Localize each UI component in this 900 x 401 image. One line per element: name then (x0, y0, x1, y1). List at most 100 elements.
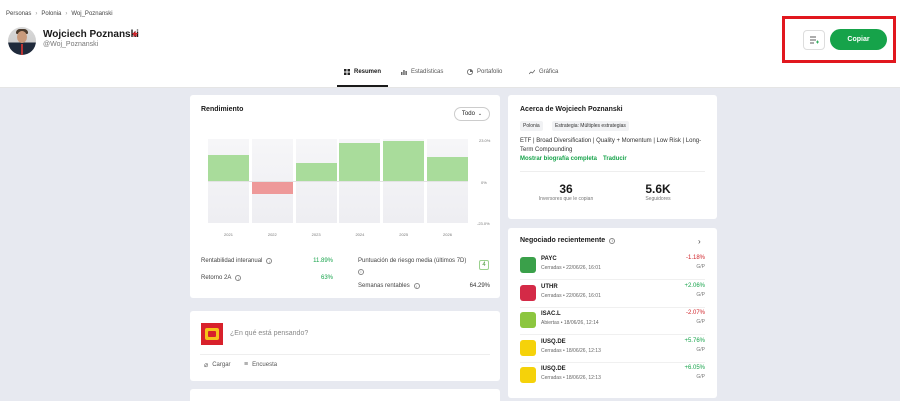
performance-chart (208, 139, 468, 223)
user-handle: @Woj_Poznanski (43, 41, 99, 48)
tab-grafica[interactable]: Gráfica (529, 69, 558, 75)
trade-meta: Abiertas • 18/06/26, 12:14 (541, 320, 599, 326)
bar-chart-icon (401, 70, 407, 75)
stat-profitable-weeks-value: 64.29% (469, 283, 490, 289)
x-tick-label: 2026 (443, 232, 452, 237)
info-icon[interactable]: i (413, 283, 420, 289)
copiers-count: 36 (559, 182, 573, 196)
recent-header: Negociado recientemente i (520, 237, 616, 244)
poll-icon: ≡ (244, 361, 249, 368)
followers-label: Seguidores (645, 196, 671, 202)
post-input[interactable]: ¿En qué está pensando? (230, 330, 309, 337)
trade-gp-label: G/P (696, 291, 705, 298)
breadcrumb-item-user: Woj_Poznanski (71, 11, 113, 17)
stat-profitable-weeks: Semanas rentables i (358, 283, 420, 289)
trade-date: 22/06/26, 16:01 (566, 292, 601, 299)
about-title: Acerca de Wojciech Poznanski (520, 106, 623, 113)
show-bio-link[interactable]: Mostrar biografía completa (520, 156, 598, 162)
tab-resumen[interactable]: Resumen (344, 69, 381, 75)
trade-change: -1.18% (686, 255, 705, 261)
trade-date: 18/06/26, 12:14 (563, 320, 599, 326)
trade-ticker: PAYC (541, 256, 557, 262)
chart-bar-2022[interactable] (251, 181, 293, 194)
upload-button[interactable]: ⌀ Cargar (204, 361, 231, 369)
active-tab-indicator (337, 85, 388, 87)
stat-label: Rentabilidad interanual (201, 258, 263, 264)
trade-ticker: IUSQ.DE (541, 338, 566, 345)
chart-zero-line (208, 181, 468, 182)
stat-risk-score: Puntuación de riesgo media (últimos 7D) … (358, 257, 476, 275)
copy-button[interactable]: Copiar (830, 29, 887, 50)
trade-change-value: +6.05% (684, 365, 705, 371)
trade-status: Cerradas (541, 292, 562, 299)
trade-gp-label: G/P (696, 319, 705, 325)
x-tick-label: 2024 (355, 232, 365, 237)
breadcrumb-item-personas[interactable]: Personas (6, 11, 32, 17)
stat-2y-return: Retorno 2A i (201, 275, 242, 281)
chart-bar-2026[interactable] (427, 157, 468, 181)
poll-label: Encuesta (252, 361, 278, 368)
poll-button[interactable]: ≡ Encuesta (244, 361, 277, 368)
info-icon[interactable]: i (358, 269, 364, 275)
user-post-avatar (201, 323, 223, 345)
chart-bar-2025[interactable] (383, 140, 425, 181)
trade-date: 18/06/26, 12:13 (566, 375, 601, 381)
y-tick-label: 23.0% (479, 138, 491, 143)
divider (520, 171, 705, 172)
trade-change: +5.76% (684, 338, 705, 344)
trade-gp-label: G/P (696, 374, 705, 380)
period-dropdown[interactable]: Todo ⌄ (454, 107, 490, 121)
info-icon[interactable]: i (235, 275, 242, 281)
trade-ticker: IUSQ.DE (541, 366, 566, 372)
trade-meta: Cerradas • 22/06/26, 16:01 (541, 265, 601, 271)
watchlist-button[interactable] (803, 30, 825, 50)
trade-row[interactable]: IUSQ.DE Cerradas • 18/06/26, 12:13 +5.76% G… (520, 337, 705, 363)
separator-dot: · (595, 156, 597, 162)
trade-row[interactable]: UTHR Cerradas • 22/06/26, 16:01 +2.06% G/P (520, 282, 705, 308)
upload-label: Cargar (212, 362, 231, 368)
trade-change: +6.05% (684, 365, 705, 371)
trade-row[interactable]: ISAC.L Abiertas • 18/06/26, 12:14 -2.07% G/… (520, 309, 705, 335)
trade-change-value: -2.07% (685, 310, 705, 316)
x-tick-label: 2023 (311, 232, 321, 237)
divider (200, 354, 490, 355)
trade-status: Cerradas (541, 265, 562, 271)
breadcrumb: Personas › Polonia › Woj_Poznanski (6, 11, 113, 17)
divider (520, 334, 705, 335)
y-tick-label: 0% (481, 180, 487, 185)
trade-row[interactable]: PAYC Cerradas • 22/06/26, 16:01 -1.18% G/P (520, 254, 705, 280)
tab-label: Portafolio (477, 69, 503, 75)
trade-ticker: UTHR (541, 283, 558, 290)
trade-status: Abiertas (541, 320, 560, 326)
info-icon[interactable]: i (266, 258, 273, 264)
chart-bar-2023[interactable] (295, 162, 337, 181)
feed-card (190, 389, 500, 401)
divider (0, 87, 900, 88)
user-name: Wojciech Poznanski (43, 29, 139, 40)
performance-card: Rendimiento Todo ⌄ 23.0% 0% -23.0% 2021 2… (190, 95, 500, 298)
chart-bar-2021[interactable] (208, 155, 249, 181)
breadcrumb-separator-icon: › (65, 11, 68, 17)
followers-count: 5.6K (645, 182, 671, 196)
translate-link[interactable]: Traducir (603, 156, 627, 162)
pie-chart-icon (467, 69, 473, 75)
info-icon[interactable]: i (609, 237, 616, 244)
trade-row[interactable]: IUSQ.DE Cerradas • 18/06/26, 12:13 +6.05% G… (520, 364, 705, 390)
avatar (8, 27, 36, 55)
trade-gp-label: G/P (696, 264, 705, 270)
breadcrumb-item-country[interactable]: Polonia (41, 11, 62, 17)
tab-label: Gráfica (539, 69, 559, 75)
grid-icon (344, 69, 350, 75)
tab-estadisticas[interactable]: Estadísticas (401, 69, 443, 75)
chevron-right-icon[interactable]: › (698, 237, 701, 246)
chart-bar-2024[interactable] (339, 142, 381, 181)
trade-meta: Cerradas • 18/06/26, 12:13 (541, 375, 601, 381)
risk-score-badge: 4 (479, 260, 489, 270)
tab-portafolio[interactable]: Portafolio (467, 69, 502, 75)
performance-title: Rendimiento (201, 106, 244, 113)
bio-text: ETF | Broad Diversification | Quality + … (520, 138, 702, 153)
asset-logo-icon (520, 312, 536, 328)
list-add-icon (809, 36, 819, 44)
recently-traded-card: Negociado recientemente i › PAYC Cerradas… (508, 228, 717, 398)
trade-meta: Cerradas • 22/06/26, 16:01 (541, 292, 601, 299)
